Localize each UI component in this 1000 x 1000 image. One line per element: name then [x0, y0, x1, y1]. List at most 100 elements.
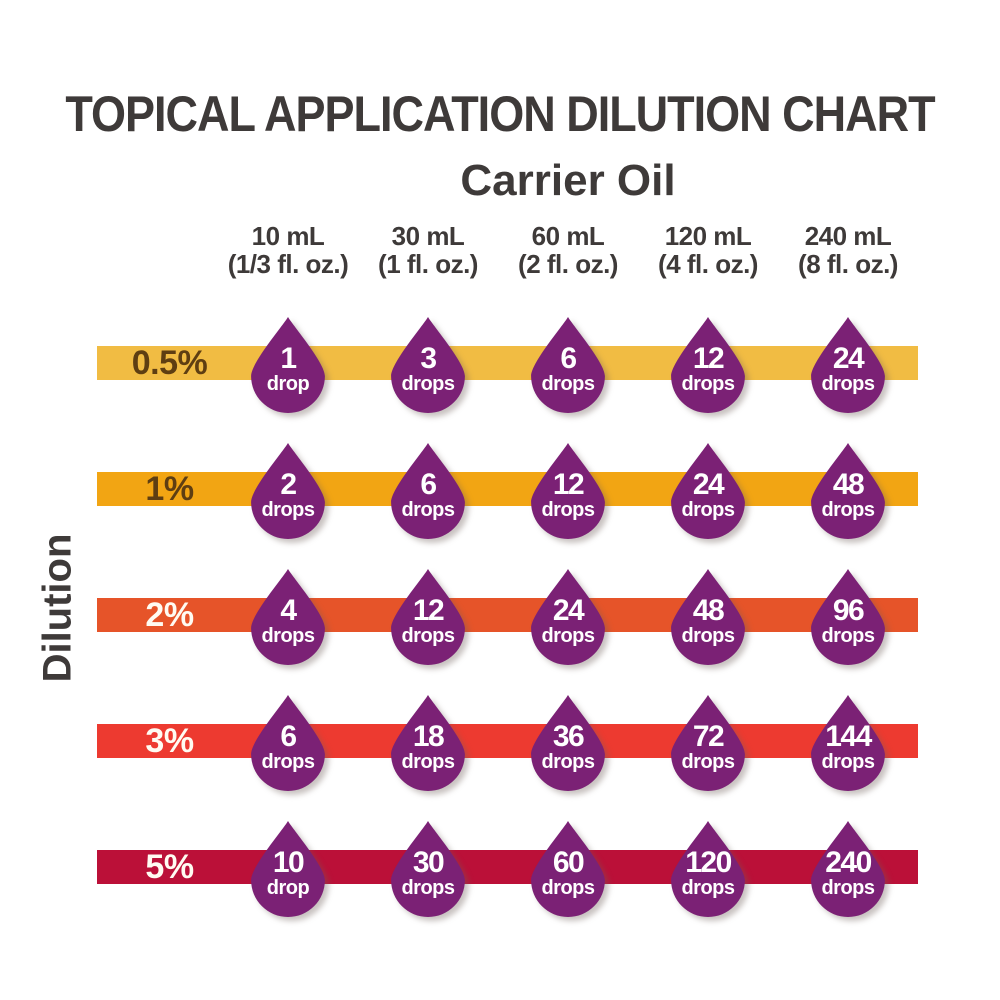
column-volume: 10 mL	[251, 221, 325, 251]
drop-count: 30	[412, 846, 445, 879]
dilution-bar-2pct: 2%	[97, 596, 918, 634]
column-volume: 30 mL	[391, 221, 465, 251]
drop-cell: 12 drops	[531, 443, 605, 539]
drop-count: 12	[552, 468, 585, 501]
drop-cell: 120 drops	[671, 821, 745, 917]
dilution-bar-3pct: 3%	[97, 721, 918, 760]
drop-cell: 12 drops	[671, 317, 745, 413]
drop-cell: 144 drops	[811, 695, 885, 791]
drop-cell: 30 drops	[391, 821, 465, 917]
drop-count: 48	[832, 468, 865, 501]
column-ounces: (1 fl. oz.)	[378, 249, 478, 279]
droplet-icon	[251, 443, 325, 539]
drop-text: 30 drops	[391, 821, 465, 917]
drop-text: 6 drops	[391, 443, 465, 539]
drop-text: 1 drop	[251, 317, 325, 413]
column-volume: 60 mL	[531, 221, 605, 251]
drop-cell: 18 drops	[391, 695, 465, 791]
drop-cell: 12 drops	[391, 569, 465, 665]
drop-unit: drops	[541, 373, 595, 395]
drop-cell: 2 drops	[251, 443, 325, 539]
drop-cell: 48 drops	[671, 569, 745, 665]
page-title: TOPICAL APPLICATION DILUTION CHART	[0, 85, 1000, 142]
drop-count: 240	[825, 846, 872, 879]
droplet-icon	[391, 695, 465, 791]
drop-count: 4	[280, 594, 297, 627]
droplet-icon	[391, 569, 465, 665]
droplet-icon	[251, 569, 325, 665]
drop-text: 72 drops	[671, 695, 745, 791]
droplet-icon	[811, 569, 885, 665]
droplet-icon	[671, 821, 745, 917]
drop-unit: drops	[681, 625, 735, 647]
drop-cell: 72 drops	[671, 695, 745, 791]
drop-unit: drops	[541, 625, 595, 647]
drop-count: 144	[825, 720, 872, 753]
drop-cell: 48 drops	[811, 443, 885, 539]
drop-text: 12 drops	[671, 317, 745, 413]
droplet-icon	[531, 443, 605, 539]
drop-text: 60 drops	[531, 821, 605, 917]
drop-count: 3	[420, 342, 437, 375]
drop-text: 24 drops	[531, 569, 605, 665]
drop-count: 24	[692, 468, 725, 501]
drop-unit: drops	[401, 751, 455, 773]
drop-unit: drops	[821, 373, 875, 395]
droplet-icon	[531, 317, 605, 413]
dilution-bar-5pct: 5%	[97, 848, 918, 886]
droplet-icon	[391, 821, 465, 917]
drop-count: 120	[685, 846, 732, 879]
droplet-icon	[531, 569, 605, 665]
droplet-icon	[531, 695, 605, 791]
droplet-icon	[251, 821, 325, 917]
drop-cell: 6 drops	[531, 317, 605, 413]
drop-unit: drops	[401, 499, 455, 521]
drop-count: 96	[832, 594, 865, 627]
column-volume: 240 mL	[804, 221, 892, 251]
drop-text: 240 drops	[811, 821, 885, 917]
drop-text: 48 drops	[811, 443, 885, 539]
drop-count: 18	[412, 720, 445, 753]
drop-count: 2	[280, 468, 297, 501]
drop-count: 1	[280, 342, 297, 375]
drop-count: 72	[692, 720, 725, 753]
drop-text: 24 drops	[671, 443, 745, 539]
drop-cell: 6 drops	[251, 695, 325, 791]
drop-unit: drops	[541, 877, 595, 899]
drop-count: 6	[280, 720, 297, 753]
drop-text: 10 drop	[251, 821, 325, 917]
drop-text: 6 drops	[251, 695, 325, 791]
drop-unit: drops	[681, 373, 735, 395]
drop-unit: drops	[261, 625, 315, 647]
drop-cell: 240 drops	[811, 821, 885, 917]
drop-count: 6	[560, 342, 577, 375]
drop-cell: 6 drops	[391, 443, 465, 539]
drop-unit: drops	[541, 751, 595, 773]
drop-text: 4 drops	[251, 569, 325, 665]
drop-cell: 1 drop	[251, 317, 325, 413]
drop-count: 12	[412, 594, 445, 627]
drop-unit: drops	[821, 625, 875, 647]
dilution-axis-label: Dilution	[35, 533, 80, 683]
column-ounces: (8 fl. oz.)	[798, 249, 898, 279]
drop-cell: 96 drops	[811, 569, 885, 665]
drop-cell: 60 drops	[531, 821, 605, 917]
column-ounces: (2 fl. oz.)	[518, 249, 618, 279]
droplet-icon	[671, 695, 745, 791]
drop-count: 48	[692, 594, 725, 627]
drop-cell: 10 drop	[251, 821, 325, 917]
droplet-icon	[811, 443, 885, 539]
drop-cell: 24 drops	[531, 569, 605, 665]
dilution-bar-0.5pct: 0.5%	[97, 344, 918, 382]
droplet-icon	[671, 443, 745, 539]
drop-unit: drops	[401, 373, 455, 395]
column-volume: 120 mL	[664, 221, 752, 251]
drop-text: 2 drops	[251, 443, 325, 539]
droplet-icon	[811, 821, 885, 917]
drop-count: 60	[552, 846, 585, 879]
drop-text: 18 drops	[391, 695, 465, 791]
drop-cell: 3 drops	[391, 317, 465, 413]
drop-text: 12 drops	[391, 569, 465, 665]
dilution-row-label: 3%	[145, 721, 194, 760]
droplet-icon	[531, 821, 605, 917]
